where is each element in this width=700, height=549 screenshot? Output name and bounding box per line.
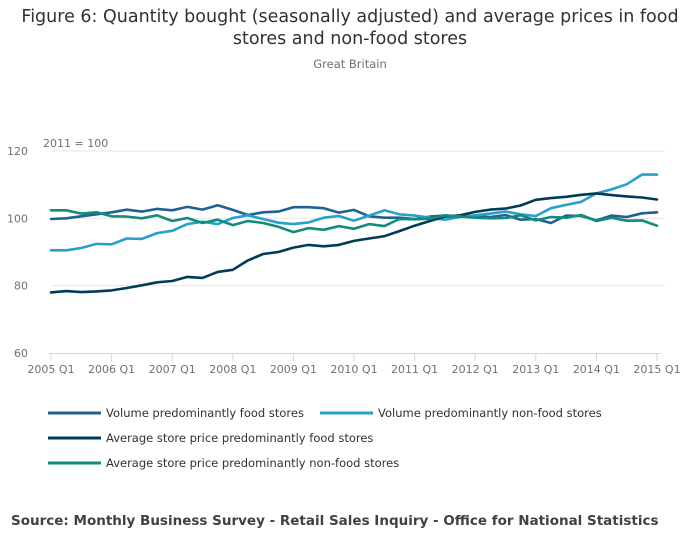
axes: 60 80 100 120 2005 Q1 2006 Q1 2007 Q1 2008 Q1 20… [7,145,681,376]
chart-subtitle: Great Britain [313,57,387,71]
series-line-1[interactable] [49,203,659,225]
legend-label: Volume predominantly non-food stores [378,406,602,420]
y-tick-label: 120 [7,145,28,158]
x-tick-label: 2007 Q1 [149,363,196,376]
x-tick-label: 2013 Q1 [512,363,559,376]
x-tick-label: 2015 Q1 [633,363,680,376]
x-tick-label: 2006 Q1 [88,363,135,376]
y-tick-label: 80 [14,280,28,293]
legend[interactable]: Volume predominantly food stores Volume p… [48,406,602,470]
chart-title: Figure 6: Quantity bought (seasonally ad… [21,7,679,49]
x-tick-label: 2010 Q1 [330,363,377,376]
x-tick-label: 2009 Q1 [270,363,317,376]
legend-item[interactable]: Volume predominantly non-food stores [320,406,602,420]
base-year-annotation: 2011 = 100 [43,137,108,150]
legend-item[interactable]: Average store price predominantly non-fo… [48,456,399,470]
series-line-2[interactable] [49,173,659,252]
legend-label: Average store price predominantly food s… [106,431,373,445]
legend-item[interactable]: Average store price predominantly food s… [48,431,373,445]
legend-label: Average store price predominantly non-fo… [106,456,399,470]
x-tick-label: 2014 Q1 [573,363,620,376]
series-lines [49,173,659,294]
x-tick-label: 2011 Q1 [391,363,438,376]
x-tick-label: 2005 Q1 [27,363,74,376]
x-tick-label: 2008 Q1 [209,363,256,376]
line-chart: 60 80 100 120 2005 Q1 2006 Q1 2007 Q1 2008 Q1 20… [7,137,681,470]
y-tick-label: 100 [7,212,28,225]
y-tick-label: 60 [14,347,28,360]
series-line-3[interactable] [49,192,659,294]
series-line-4[interactable] [49,209,659,234]
legend-label: Volume predominantly food stores [106,406,304,420]
legend-item[interactable]: Volume predominantly food stores [48,406,304,420]
x-tick-label: 2012 Q1 [452,363,499,376]
source-note: Source: Monthly Business Survey - Retail… [11,513,659,529]
